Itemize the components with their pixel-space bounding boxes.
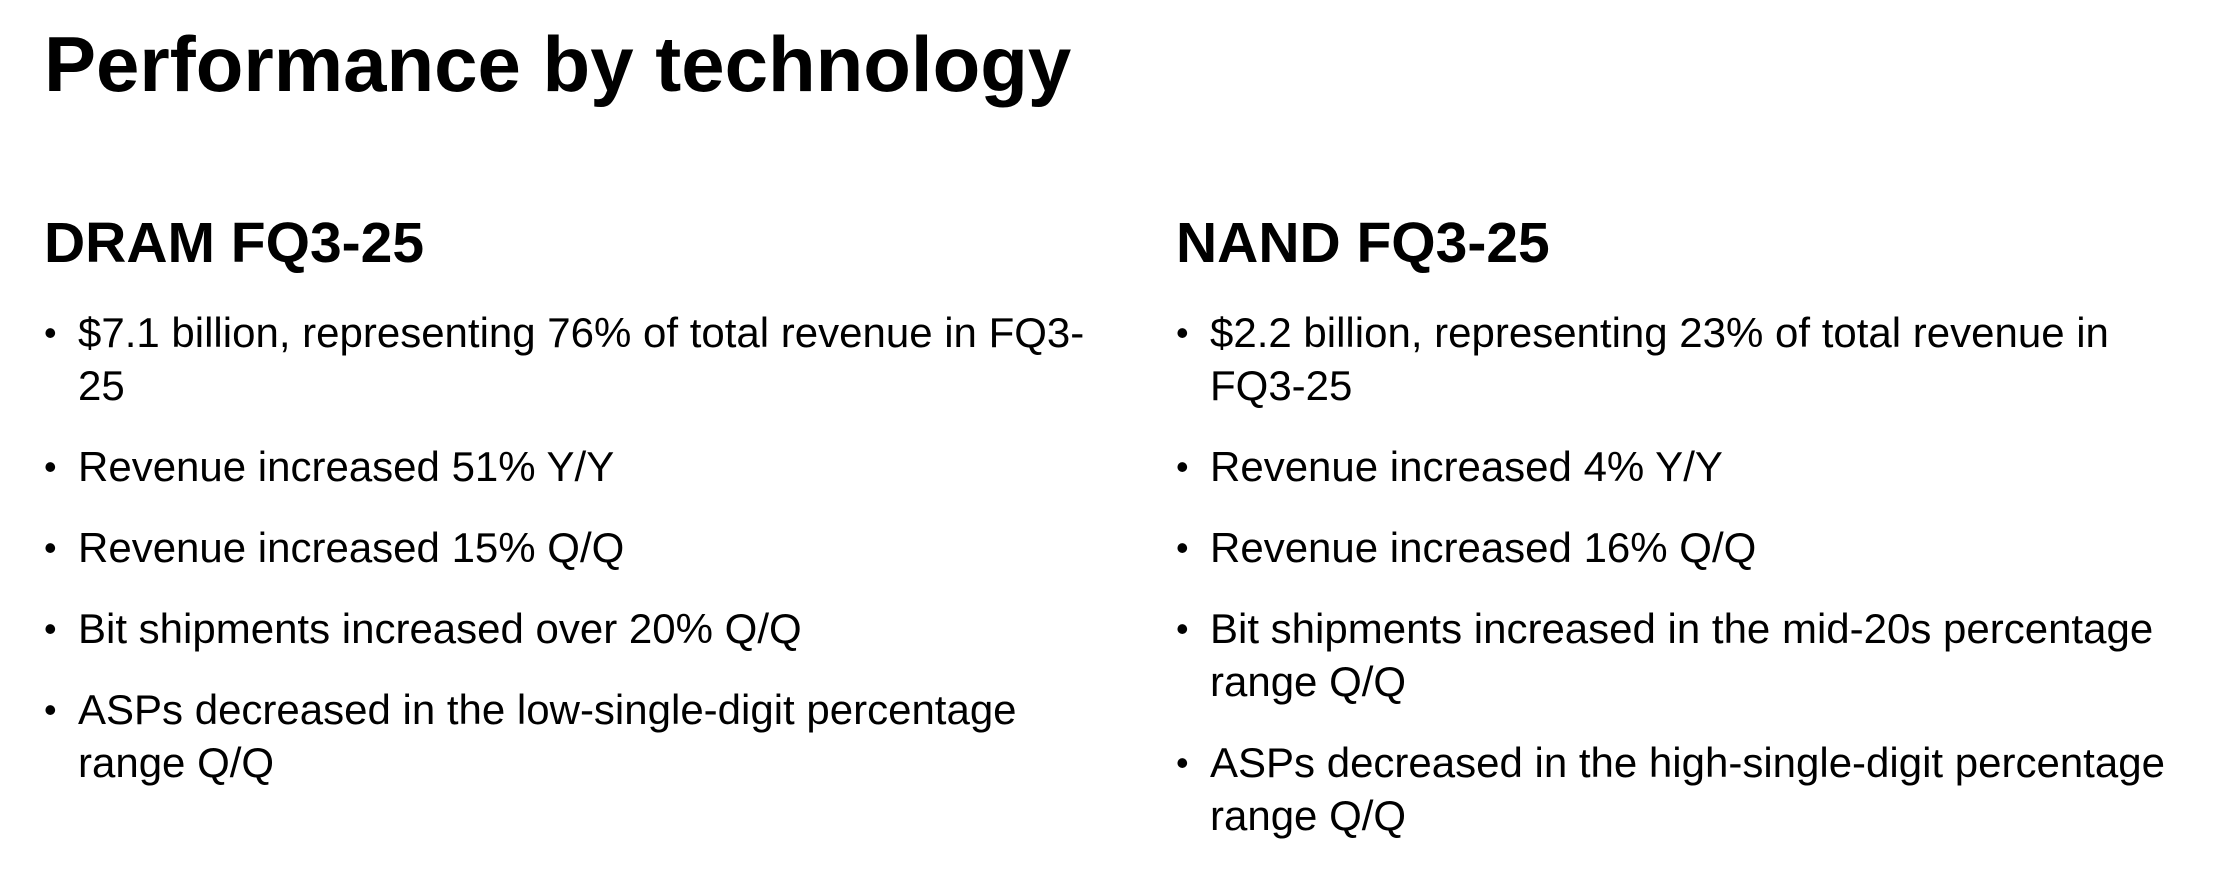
dram-bullet: • Revenue increased 15% Q/Q	[44, 521, 1124, 574]
dram-bullet-text: Revenue increased 15% Q/Q	[78, 524, 625, 571]
dram-bullet: • Revenue increased 51% Y/Y	[44, 440, 1124, 493]
dram-bullet-text: $7.1 billion, representing 76% of total …	[78, 309, 1085, 409]
bullet-dot-icon: •	[44, 312, 57, 353]
nand-bullet-text: ASPs decreased in the high-single-digit …	[1210, 739, 2165, 839]
bullet-dot-icon: •	[1176, 742, 1189, 783]
dram-bullet-text: Bit shipments increased over 20% Q/Q	[78, 605, 802, 652]
nand-bullet: • Bit shipments increased in the mid-20s …	[1176, 602, 2206, 708]
dram-bullet: • Bit shipments increased over 20% Q/Q	[44, 602, 1124, 655]
dram-bullet-text: Revenue increased 51% Y/Y	[78, 443, 615, 490]
page-title: Performance by technology	[44, 20, 1072, 108]
bullet-dot-icon: •	[1176, 527, 1189, 568]
dram-bullet-text: ASPs decreased in the low-single-digit p…	[78, 686, 1017, 786]
nand-bullet: • Revenue increased 16% Q/Q	[1176, 521, 2206, 574]
bullet-dot-icon: •	[1176, 446, 1189, 487]
nand-bullet-text: Revenue increased 16% Q/Q	[1210, 524, 1757, 571]
bullet-dot-icon: •	[44, 446, 57, 487]
dram-bullet: • ASPs decreased in the low-single-digit …	[44, 683, 1124, 789]
nand-bullet: • ASPs decreased in the high-single-digit…	[1176, 736, 2206, 842]
dram-bullet-list: • $7.1 billion, representing 76% of total…	[44, 306, 1124, 789]
dram-heading: DRAM FQ3-25	[44, 211, 425, 275]
nand-bullet-text: Revenue increased 4% Y/Y	[1210, 443, 1723, 490]
dram-bullet: • $7.1 billion, representing 76% of total…	[44, 306, 1124, 412]
bullet-dot-icon: •	[1176, 312, 1189, 353]
bullet-dot-icon: •	[44, 527, 57, 568]
nand-bullet-list: • $2.2 billion, representing 23% of total…	[1176, 306, 2206, 842]
bullet-dot-icon: •	[44, 608, 57, 649]
nand-section: NAND FQ3-25 • $2.2 billion, representing …	[1176, 208, 2206, 870]
nand-bullet: • Revenue increased 4% Y/Y	[1176, 440, 2206, 493]
nand-bullet-text: $2.2 billion, representing 23% of total …	[1210, 309, 2109, 409]
bullet-dot-icon: •	[44, 689, 57, 730]
nand-bullet-text: Bit shipments increased in the mid-20s p…	[1210, 605, 2154, 705]
nand-bullet: • $2.2 billion, representing 23% of total…	[1176, 306, 2206, 412]
bullet-dot-icon: •	[1176, 608, 1189, 649]
nand-heading: NAND FQ3-25	[1176, 211, 1550, 275]
dram-section: DRAM FQ3-25 • $7.1 billion, representing …	[44, 208, 1124, 817]
